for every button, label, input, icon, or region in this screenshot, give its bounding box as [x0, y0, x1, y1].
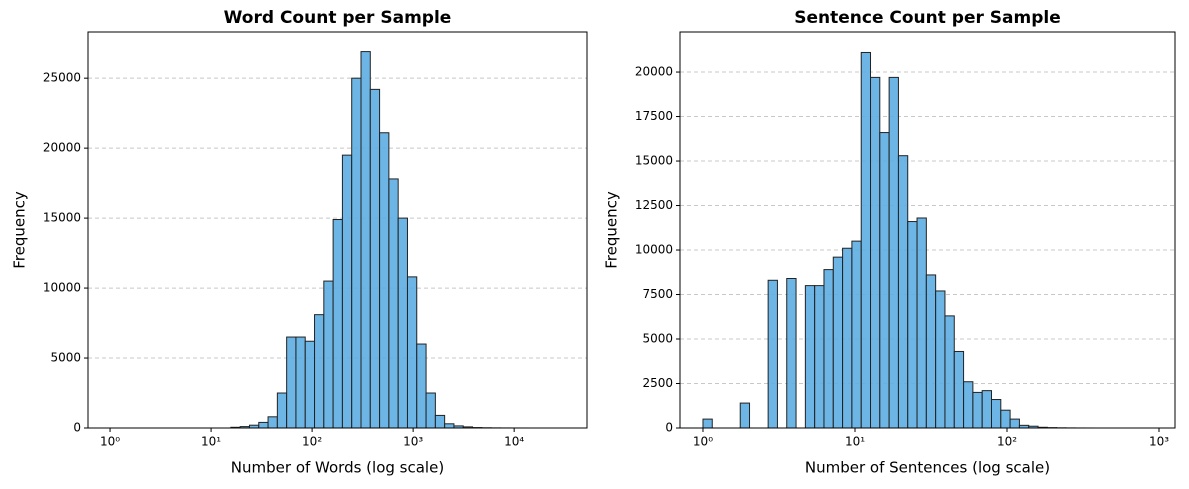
bar [879, 132, 890, 429]
bar [425, 392, 436, 429]
bar [267, 416, 278, 429]
bar [295, 336, 306, 429]
bar [981, 390, 992, 429]
chart-title: Sentence Count per Sample [794, 8, 1061, 28]
y-tick-label: 25000 [43, 71, 81, 85]
bar [804, 285, 816, 429]
y-tick-label: 20000 [635, 65, 673, 79]
bar [814, 285, 825, 429]
bar [341, 154, 353, 429]
bar [379, 132, 390, 429]
bar [925, 274, 937, 429]
x-tick-label: 10¹ [201, 435, 221, 449]
bar [1009, 418, 1020, 429]
x-tick-label: 10⁰ [693, 435, 713, 449]
bar [935, 290, 946, 429]
bar [897, 155, 909, 429]
bar [434, 414, 446, 429]
bar [990, 399, 1002, 429]
y-tick-label: 2500 [642, 376, 673, 390]
y-axis-label: Frequency [603, 191, 621, 269]
bar [444, 423, 455, 429]
bar [944, 315, 955, 429]
bar [972, 391, 983, 429]
bar [276, 392, 288, 429]
x-tick-label: 10² [302, 435, 322, 449]
x-axis-label: Number of Sentences (log scale) [805, 459, 1050, 477]
bar [870, 76, 881, 429]
x-tick-label: 10³ [403, 435, 423, 449]
bar [832, 256, 844, 429]
bar [739, 402, 751, 429]
bar [767, 279, 778, 429]
x-axis-label: Number of Words (log scale) [231, 459, 444, 477]
bar [397, 217, 408, 429]
y-tick-label: 15000 [635, 154, 673, 168]
chart-title: Word Count per Sample [224, 8, 452, 28]
y-tick-label: 17500 [635, 109, 673, 123]
y-tick-label: 5000 [50, 351, 81, 365]
bar [916, 217, 927, 429]
bar [702, 418, 713, 429]
y-tick-label: 10000 [43, 281, 81, 295]
x-tick-label: 10⁴ [504, 435, 524, 449]
y-tick-label: 0 [73, 421, 81, 435]
y-tick-label: 7500 [642, 287, 673, 301]
bar [314, 314, 325, 429]
plot-frame [679, 31, 1176, 429]
bar [1000, 409, 1011, 429]
bar [963, 381, 974, 429]
y-tick-label: 20000 [43, 141, 81, 155]
bar [888, 76, 899, 429]
plot-frame [87, 31, 588, 429]
y-tick-label: 10000 [635, 243, 673, 257]
bar [786, 277, 797, 429]
x-tick-label: 10¹ [845, 435, 865, 449]
y-axis-label: Frequency [11, 191, 29, 269]
bar [286, 336, 297, 429]
bar [388, 178, 399, 429]
bar [842, 247, 853, 429]
bar [360, 51, 371, 429]
x-tick-label: 10² [997, 435, 1017, 449]
bar [351, 77, 362, 429]
bar [332, 219, 343, 429]
bar [907, 221, 918, 429]
x-tick-label: 10³ [1149, 435, 1169, 449]
bar [258, 421, 269, 429]
bar [304, 340, 316, 429]
bar [860, 51, 872, 429]
bar [416, 343, 427, 429]
bar [406, 276, 418, 429]
bar [323, 280, 334, 429]
bar [851, 240, 862, 429]
x-tick-label: 10⁰ [100, 435, 120, 449]
y-tick-label: 5000 [642, 332, 673, 346]
y-tick-label: 12500 [635, 198, 673, 212]
bar [823, 269, 834, 429]
bar [953, 350, 965, 429]
y-tick-label: 0 [665, 421, 673, 435]
bar [369, 88, 381, 429]
y-tick-label: 15000 [43, 211, 81, 225]
